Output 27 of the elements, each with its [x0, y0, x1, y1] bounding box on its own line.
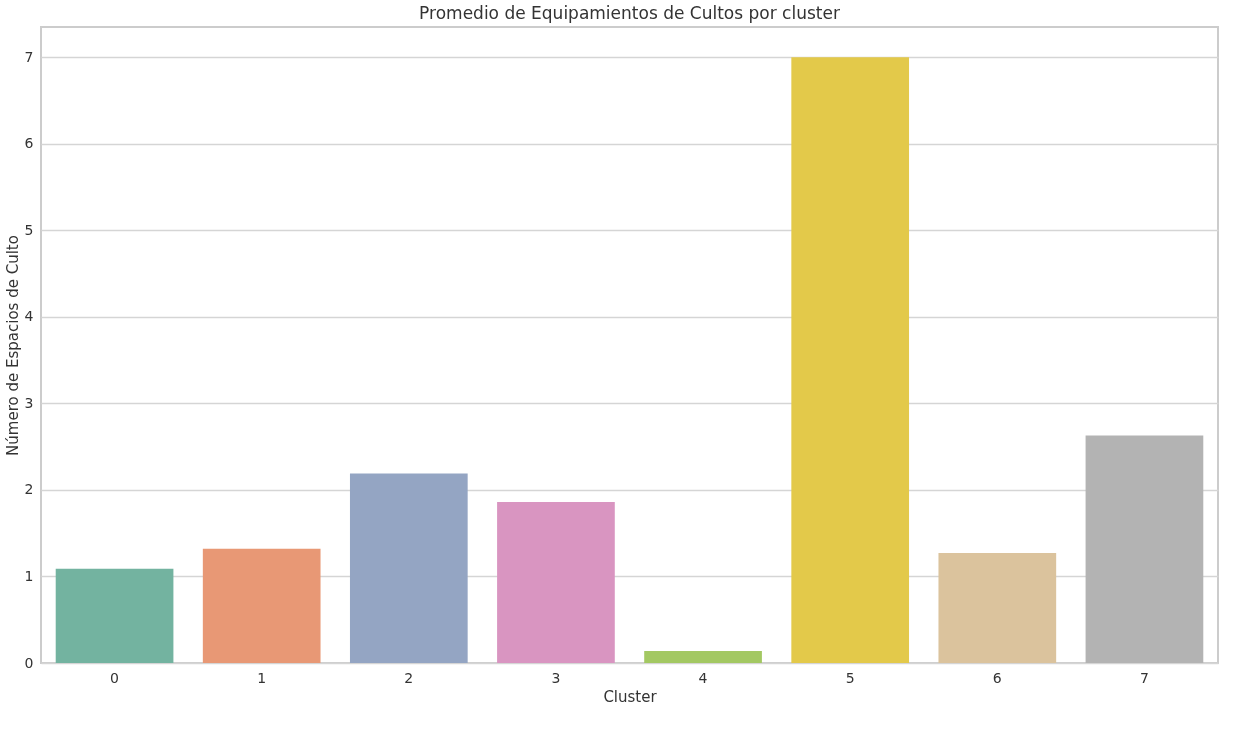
x-tick-label: 0 [110, 669, 120, 686]
bar [1085, 435, 1204, 663]
bar [349, 473, 468, 663]
x-tick-label: 6 [992, 669, 1002, 686]
y-tick-label: 3 [24, 394, 34, 411]
x-tick-label: 5 [845, 669, 855, 686]
y-axis-title: Número de Espacios de Culto [3, 235, 22, 456]
bar [644, 650, 762, 663]
y-tick-label: 0 [24, 654, 34, 671]
bar [791, 57, 910, 663]
x-axis-title: Cluster [603, 687, 658, 706]
chart-title: Promedio de Equipamientos de Cultos por cluster [419, 3, 840, 23]
bar [497, 502, 615, 663]
y-tick-label: 7 [24, 48, 34, 65]
x-tick-label: 3 [551, 669, 561, 686]
bar [938, 553, 1057, 663]
x-tick-label: 2 [404, 669, 414, 686]
bar [202, 548, 321, 663]
y-tick-label: 4 [24, 308, 34, 325]
y-tick-label: 6 [24, 135, 34, 152]
y-tick-label: 5 [24, 221, 34, 238]
y-tick-label: 1 [24, 567, 34, 584]
x-tick-label: 7 [1139, 669, 1149, 686]
x-tick-label: 1 [257, 669, 267, 686]
x-tick-label: 4 [698, 669, 708, 686]
y-tick-label: 2 [24, 481, 34, 498]
bar [55, 568, 174, 663]
